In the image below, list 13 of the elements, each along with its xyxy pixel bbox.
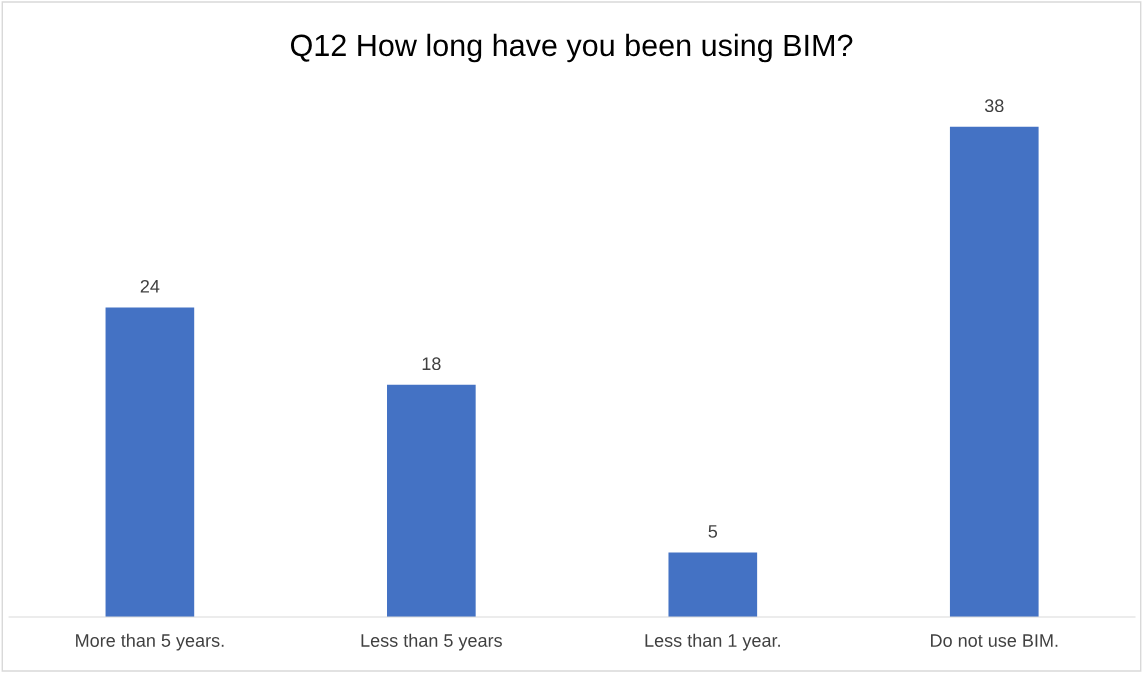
x-tick-label: Less than 1 year. (645, 633, 780, 651)
data-label: 5 (708, 525, 718, 538)
bar (105, 307, 195, 617)
x-tick-label: Less than 5 years (361, 633, 502, 651)
bar (949, 126, 1039, 617)
chart-title: Q12 How long have you been using BIM? (291, 33, 853, 63)
bar (387, 384, 476, 617)
data-label: 24 (140, 279, 160, 293)
x-tick-label: More than 5 years. (76, 633, 224, 651)
x-tick-label: Do not use BIM. (931, 634, 1058, 647)
data-label: 18 (422, 357, 441, 371)
data-label: 38 (984, 99, 1004, 113)
bar (668, 552, 758, 617)
